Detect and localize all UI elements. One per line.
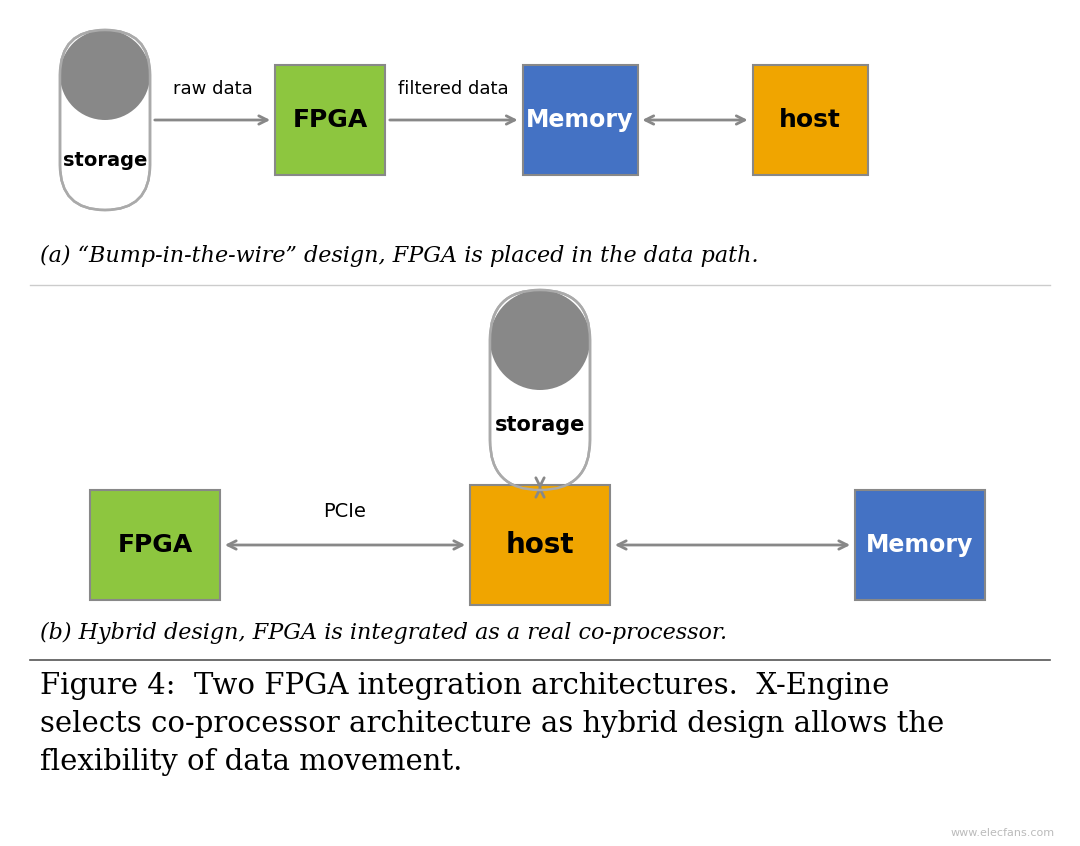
Text: flexibility of data movement.: flexibility of data movement. [40, 748, 462, 776]
FancyBboxPatch shape [470, 485, 610, 605]
Text: Memory: Memory [526, 108, 634, 132]
Text: FPGA: FPGA [293, 108, 367, 132]
FancyBboxPatch shape [90, 490, 220, 600]
Text: host: host [779, 108, 841, 132]
Text: raw data: raw data [173, 80, 253, 98]
FancyBboxPatch shape [275, 65, 384, 175]
Text: PCIe: PCIe [324, 502, 366, 521]
FancyBboxPatch shape [60, 30, 150, 210]
Text: filtered data: filtered data [399, 80, 509, 98]
FancyBboxPatch shape [855, 490, 985, 600]
Circle shape [60, 30, 150, 120]
Text: storage: storage [63, 151, 147, 169]
Text: selects co-processor architecture as hybrid design allows the: selects co-processor architecture as hyb… [40, 710, 944, 738]
Text: (b) Hybrid design, FPGA is integrated as a real co-processor.: (b) Hybrid design, FPGA is integrated as… [40, 622, 727, 644]
Text: (a) “Bump-in-the-wire” design, FPGA is placed in the data path.: (a) “Bump-in-the-wire” design, FPGA is p… [40, 245, 758, 267]
Text: FPGA: FPGA [118, 533, 192, 557]
FancyBboxPatch shape [753, 65, 867, 175]
FancyBboxPatch shape [490, 290, 590, 490]
FancyBboxPatch shape [523, 65, 637, 175]
Circle shape [490, 290, 590, 390]
Text: storage: storage [495, 415, 585, 435]
Text: www.elecfans.com: www.elecfans.com [950, 828, 1055, 838]
Text: Figure 4:  Two FPGA integration architectures.  X-Engine: Figure 4: Two FPGA integration architect… [40, 672, 889, 700]
Text: Memory: Memory [866, 533, 974, 557]
Text: host: host [505, 531, 575, 559]
